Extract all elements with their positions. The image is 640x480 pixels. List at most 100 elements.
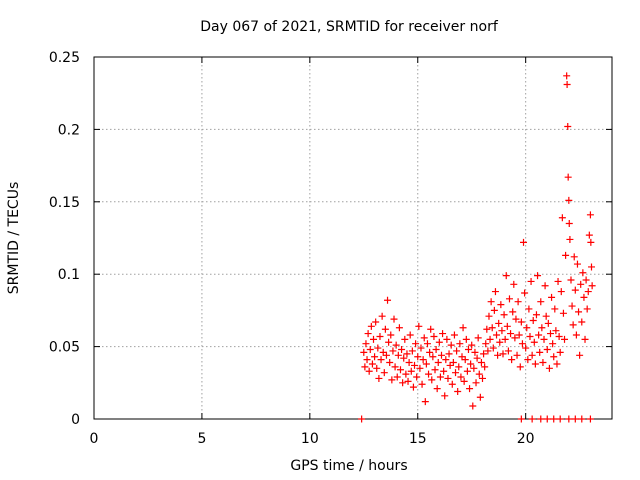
chart-title: Day 067 of 2021, SRMTID for receiver nor… — [200, 19, 499, 35]
data-point — [469, 402, 477, 410]
data-point — [583, 305, 591, 313]
data-point — [490, 306, 498, 314]
data-point — [462, 335, 470, 343]
x-tick-label: 15 — [409, 431, 427, 447]
data-point — [567, 276, 575, 284]
data-point — [528, 415, 536, 423]
data-point — [448, 380, 456, 388]
data-point — [491, 288, 499, 296]
data-point — [407, 367, 415, 375]
data-point — [563, 72, 571, 80]
data-point — [435, 338, 443, 346]
y-axis-ticks: 0 0.05 0.1 0.15 0.2 0.25 — [49, 50, 612, 428]
data-point — [529, 317, 537, 325]
data-point — [528, 351, 536, 359]
data-point — [587, 263, 595, 271]
data-point — [375, 374, 383, 382]
data-point — [570, 253, 578, 261]
data-point — [463, 367, 471, 375]
data-point — [578, 415, 586, 423]
data-point — [392, 341, 400, 349]
data-point — [439, 330, 447, 338]
data-point — [543, 345, 551, 353]
data-point — [360, 348, 368, 356]
data-point — [394, 351, 402, 359]
data-point — [432, 345, 440, 353]
data-point — [381, 325, 389, 333]
data-point — [563, 81, 571, 89]
data-point — [508, 356, 516, 364]
data-point — [418, 380, 426, 388]
data-point — [507, 330, 515, 338]
data-point — [364, 330, 372, 338]
data-point — [372, 318, 380, 326]
data-point — [550, 415, 558, 423]
data-point — [377, 356, 385, 364]
data-point — [474, 334, 482, 342]
data-point — [496, 338, 504, 346]
data-point — [561, 335, 569, 343]
data-point — [411, 361, 419, 369]
data-point — [452, 369, 460, 377]
data-point — [386, 359, 394, 367]
data-point — [479, 374, 486, 382]
data-point — [558, 214, 566, 222]
y-tick-label: 0.25 — [49, 50, 80, 66]
data-point — [421, 398, 429, 406]
data-point — [445, 350, 453, 358]
data-point — [503, 322, 511, 330]
data-point — [429, 353, 437, 361]
data-point — [466, 385, 474, 393]
data-point — [485, 312, 493, 320]
data-point — [468, 341, 476, 349]
data-point — [416, 364, 424, 372]
data-point — [413, 373, 421, 381]
data-point — [581, 335, 589, 343]
data-point — [431, 366, 439, 374]
data-point — [419, 356, 427, 364]
data-point — [403, 350, 411, 358]
x-axis-ticks: 0 5 10 15 20 — [90, 57, 535, 447]
data-point — [484, 347, 492, 355]
data-point — [494, 351, 502, 359]
data-point — [455, 363, 463, 371]
data-point — [522, 344, 530, 352]
data-point — [564, 173, 572, 181]
data-point — [390, 315, 398, 323]
data-point — [534, 272, 542, 280]
data-point — [526, 332, 534, 340]
data-point — [461, 356, 469, 364]
data-point — [476, 393, 484, 401]
x-tick-label: 20 — [517, 431, 535, 447]
data-point — [376, 332, 384, 340]
data-point — [373, 364, 381, 372]
data-point — [423, 340, 431, 348]
data-point — [586, 211, 594, 219]
data-point — [417, 344, 425, 352]
data-point — [585, 231, 593, 239]
data-point — [393, 373, 401, 381]
data-point — [539, 359, 547, 367]
data-point — [559, 309, 567, 317]
data-point — [489, 344, 497, 352]
data-point — [414, 353, 422, 361]
data-point — [398, 345, 406, 353]
data-point — [395, 324, 403, 332]
data-point — [571, 286, 579, 294]
data-point — [399, 379, 407, 387]
data-point — [524, 356, 532, 364]
data-point — [557, 288, 565, 296]
data-point — [540, 335, 548, 343]
data-point — [527, 277, 535, 285]
data-point — [371, 353, 379, 361]
data-point — [505, 295, 513, 303]
data-point — [475, 370, 483, 378]
data-point — [554, 277, 562, 285]
data-point — [553, 360, 561, 368]
data-point — [481, 363, 489, 371]
data-point — [456, 340, 464, 348]
data-point — [549, 340, 557, 348]
data-point — [564, 123, 572, 131]
data-point — [586, 415, 594, 423]
data-point — [536, 348, 544, 356]
